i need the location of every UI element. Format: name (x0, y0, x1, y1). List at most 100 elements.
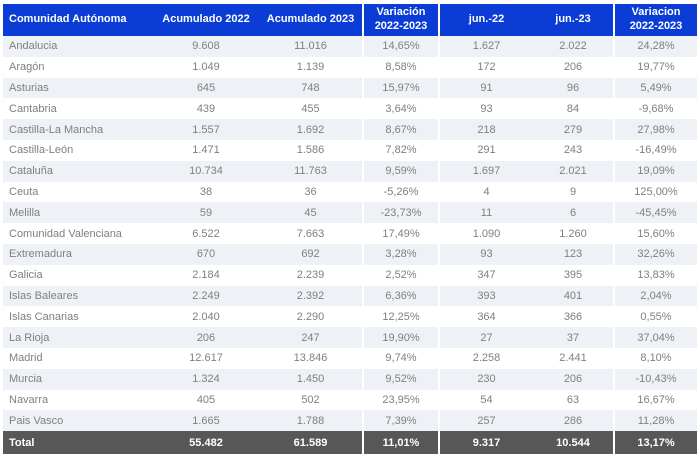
cell-jun-22: 257 (477, 414, 496, 427)
cell-acumulado-2023: 2.290 (296, 310, 325, 323)
cell-jun-22: 1.090 (472, 227, 501, 240)
cell-acumulado-2022: 1.665 (192, 414, 220, 427)
cell-region-name: Navarra (9, 393, 49, 406)
cell-variacion-acumulado: 7,82% (362, 139, 440, 161)
cell-region-name: Asturias (9, 81, 49, 94)
cell-jun-23: 243 (563, 144, 583, 157)
cell-jun-22: 1.697 (472, 165, 501, 178)
table-row: Murcia 1.324 1.450 9,52% 230 206 -10,43% (3, 368, 697, 390)
cell-variacion-junio: 0,55% (613, 306, 697, 328)
cell-jun-22: 2.258 (472, 352, 501, 365)
table-row: Castilla-León 1.471 1.586 7,82% 291 243 … (3, 139, 697, 161)
cell-variacion-junio: 11,28% (613, 410, 697, 432)
cell-jun-23: 2.022 (559, 40, 587, 53)
cell-variacion-junio: 32,26% (613, 243, 697, 265)
cell-jun-23: 2.021 (559, 165, 587, 178)
table-row: Andalucia 9.608 11.016 14,65% 1.627 2.02… (3, 36, 697, 57)
cell-jun-22: 1.627 (472, 40, 501, 53)
cell-region-name: Madrid (9, 352, 43, 365)
cell-region-name: Ceuta (9, 185, 39, 198)
cell-region-name: Extremadura (9, 248, 72, 261)
cell-variacion-junio: 27,98% (613, 119, 697, 140)
cell-acumulado-2022: 206 (196, 331, 216, 344)
cell-variacion-acumulado: 9,74% (362, 347, 440, 369)
cell-jun-23: 2.441 (559, 352, 587, 365)
cell-acumulado-2022: 1.557 (192, 123, 220, 136)
cell-acumulado-2023: 36 (304, 185, 317, 198)
cell-variacion-junio: -45,45% (613, 202, 697, 224)
cell-acumulado-2022: 38 (199, 185, 213, 198)
cell-variacion-acumulado: 7,39% (362, 410, 440, 432)
cell-region-name: Murcia (9, 373, 43, 386)
column-header-jun-23: jun.-23 (533, 4, 613, 36)
column-header-acumulado-2022: Acumulado 2022 (153, 4, 259, 36)
table-body: Andalucia 9.608 11.016 14,65% 1.627 2.02… (3, 36, 697, 432)
cell-acumulado-2023: 502 (301, 393, 320, 406)
cell-variacion-junio: 15,60% (613, 223, 697, 244)
cell-region-name: Cantabria (9, 102, 57, 115)
cell-region-name: Galicia (9, 269, 43, 282)
cell-jun-22: 230 (477, 373, 496, 386)
cell-variacion-acumulado: 19,90% (362, 327, 440, 348)
cell-acumulado-2022: 9.608 (192, 40, 220, 53)
total-variacion-acumulado: 11,01% (362, 431, 440, 455)
cell-variacion-acumulado: -5,26% (362, 181, 440, 203)
cell-region-name: Andalucia (9, 40, 58, 53)
cell-acumulado-2023: 2.239 (296, 269, 325, 282)
total-jun-22: 9.317 (440, 431, 533, 455)
cell-variacion-junio: -9,68% (613, 98, 697, 120)
cell-variacion-acumulado: 12,25% (362, 306, 440, 328)
cell-acumulado-2023: 7.663 (296, 227, 325, 240)
cell-region-name: Comunidad Valenciana (9, 227, 122, 240)
table-row: Cantabria 439 455 3,64% 93 84 -9,68% (3, 98, 697, 120)
table-row: Melilla 59 45 -23,73% 11 6 -45,45% (3, 202, 697, 224)
cell-acumulado-2022: 1.049 (192, 61, 220, 74)
cell-region-name: Islas Canarias (9, 310, 79, 323)
total-label: Total (3, 431, 153, 455)
table-header: Comunidad Autónoma Acumulado 2022 Acumul… (3, 4, 697, 36)
cell-region-name: Aragón (9, 61, 45, 74)
cell-variacion-acumulado: 8,58% (362, 56, 440, 78)
cell-acumulado-2023: 1.139 (296, 61, 325, 74)
cell-variacion-junio: -10,43% (613, 368, 697, 390)
cell-jun-23: 286 (563, 414, 583, 427)
cell-jun-23: 395 (563, 269, 583, 282)
cell-jun-23: 401 (563, 289, 583, 302)
cell-jun-22: 4 (483, 185, 490, 198)
column-header-acumulado-2023: Acumulado 2023 (259, 4, 362, 36)
cell-jun-23: 1.260 (559, 227, 587, 240)
cell-jun-22: 27 (480, 331, 493, 344)
cell-jun-23: 6 (569, 206, 577, 219)
cell-acumulado-2022: 645 (196, 81, 216, 94)
cell-acumulado-2023: 1.450 (296, 373, 325, 386)
cell-jun-23: 123 (563, 248, 583, 261)
cell-jun-22: 172 (477, 61, 496, 74)
cell-acumulado-2023: 11.763 (294, 165, 327, 178)
cell-jun-23: 63 (566, 393, 580, 406)
cell-jun-22: 54 (480, 393, 493, 406)
ccaa-accumulated-table: Comunidad Autónoma Acumulado 2022 Acumul… (3, 4, 697, 455)
cell-jun-22: 11 (480, 206, 493, 219)
total-jun-23: 10.544 (533, 431, 613, 455)
table-row: La Rioja 206 247 19,90% 27 37 37,04% (3, 327, 697, 348)
cell-variacion-junio: 8,10% (613, 347, 697, 369)
cell-acumulado-2022: 405 (196, 393, 216, 406)
cell-variacion-acumulado: 15,97% (362, 77, 440, 99)
cell-jun-23: 37 (566, 331, 580, 344)
cell-acumulado-2023: 11.016 (294, 40, 327, 53)
cell-acumulado-2022: 670 (196, 248, 216, 261)
cell-acumulado-2022: 10.734 (189, 165, 223, 178)
table-row: Galicia 2.184 2.239 2,52% 347 395 13,83% (3, 264, 697, 286)
cell-variacion-junio: 13,83% (613, 264, 697, 286)
cell-variacion-junio: 16,67% (613, 389, 697, 411)
cell-acumulado-2023: 45 (304, 206, 317, 219)
cell-jun-23: 84 (566, 102, 580, 115)
total-acumulado-2023: 61.589 (259, 431, 362, 455)
cell-variacion-acumulado: 2,52% (362, 264, 440, 286)
cell-acumulado-2022: 2.040 (192, 310, 220, 323)
cell-jun-22: 93 (480, 102, 493, 115)
cell-acumulado-2022: 2.184 (192, 269, 220, 282)
cell-acumulado-2022: 6.522 (192, 227, 220, 240)
cell-variacion-junio: 24,28% (613, 36, 697, 57)
